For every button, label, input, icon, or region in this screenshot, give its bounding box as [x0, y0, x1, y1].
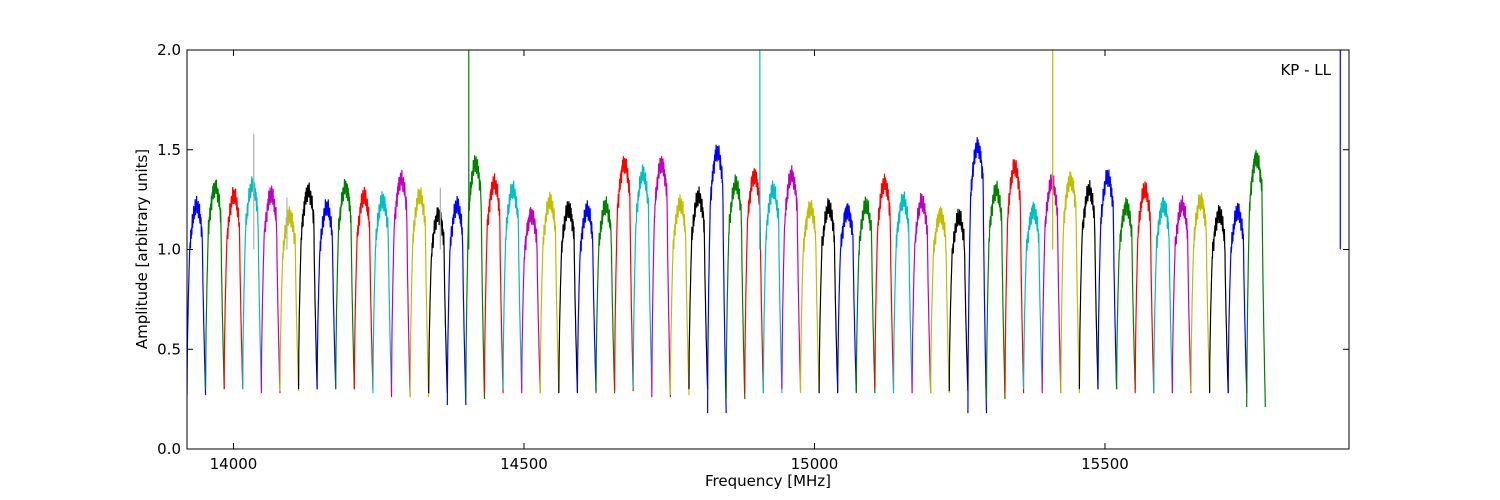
channel-trace [1041, 173, 1062, 394]
channel-trace [372, 191, 393, 394]
channel-trace [353, 186, 374, 390]
channel-trace [539, 191, 560, 394]
chart-annotation: KP - LL [1280, 61, 1331, 79]
channel-trace [669, 194, 690, 396]
channel-trace [1153, 197, 1173, 394]
channel-trace [316, 199, 337, 390]
channel-trace [576, 200, 597, 392]
y-tick-label: 0.5 [157, 340, 181, 358]
channel-trace [948, 208, 969, 392]
x-tick-label: 14500 [500, 455, 548, 473]
channel-trace [874, 173, 895, 390]
channel-trace [187, 195, 207, 396]
channel-trace [409, 187, 430, 398]
channel-trace [1208, 204, 1229, 394]
y-tick-label: 0.0 [157, 440, 181, 458]
channel-trace [651, 156, 671, 398]
channel-trace [1227, 202, 1248, 394]
channel-trace [279, 206, 300, 392]
channel-trace [1190, 192, 1211, 392]
channel-trace [558, 201, 578, 394]
channel-trace [242, 176, 262, 390]
channel-trace [1097, 169, 1118, 390]
y-tick-label: 1.0 [157, 241, 181, 259]
channel-trace [892, 191, 913, 394]
channel-trace [1171, 195, 1192, 394]
channel-trace [428, 207, 448, 394]
x-tick-label: 15500 [1081, 455, 1129, 473]
channel-trace [335, 178, 355, 390]
channel-trace [1022, 201, 1043, 390]
channel-trace [613, 156, 634, 392]
channel-trace [930, 206, 950, 394]
channel-trace [725, 174, 746, 400]
channel-trace [688, 186, 709, 390]
channel-trace [1078, 180, 1099, 390]
channel-trace [390, 169, 411, 398]
channel-trace [223, 186, 244, 390]
channel-trace [1060, 171, 1080, 394]
channel-trace [985, 180, 1006, 400]
channel-trace [855, 196, 876, 394]
channel-trace [799, 200, 820, 394]
y-tick-label: 2.0 [157, 41, 181, 59]
channel-trace [967, 137, 988, 414]
channel-trace [837, 203, 857, 392]
channel-trace [1246, 149, 1266, 408]
y-tick-label: 1.5 [157, 141, 181, 159]
y-axis-label: Amplitude [arbitrary units] [133, 149, 151, 349]
channel-trace [706, 144, 727, 414]
x-tick-label: 15000 [791, 455, 839, 473]
channel-trace [1004, 159, 1025, 394]
channel-trace [818, 198, 839, 394]
channel-trace [1115, 197, 1136, 390]
channel-trace [781, 165, 802, 390]
ticks-layer: 14000 14500 15000 15500 0.0 0.5 1.0 1.5 2.0 [157, 41, 1349, 473]
series-layer [187, 50, 1341, 414]
channel-trace [762, 180, 783, 394]
channel-trace [446, 195, 467, 406]
channel-trace [632, 164, 653, 390]
channel-trace [595, 196, 616, 394]
channel-trace [260, 185, 281, 394]
channel-trace [483, 173, 504, 394]
x-axis-label: Frequency [MHz] [705, 472, 831, 490]
channel-trace [298, 182, 318, 390]
channel-trace [521, 206, 541, 394]
channel-trace [205, 179, 225, 390]
x-tick-label: 14000 [210, 455, 258, 473]
channel-trace [1134, 181, 1155, 394]
channel-trace [911, 193, 932, 394]
plot-background [187, 50, 1349, 449]
channel-trace [502, 180, 523, 390]
